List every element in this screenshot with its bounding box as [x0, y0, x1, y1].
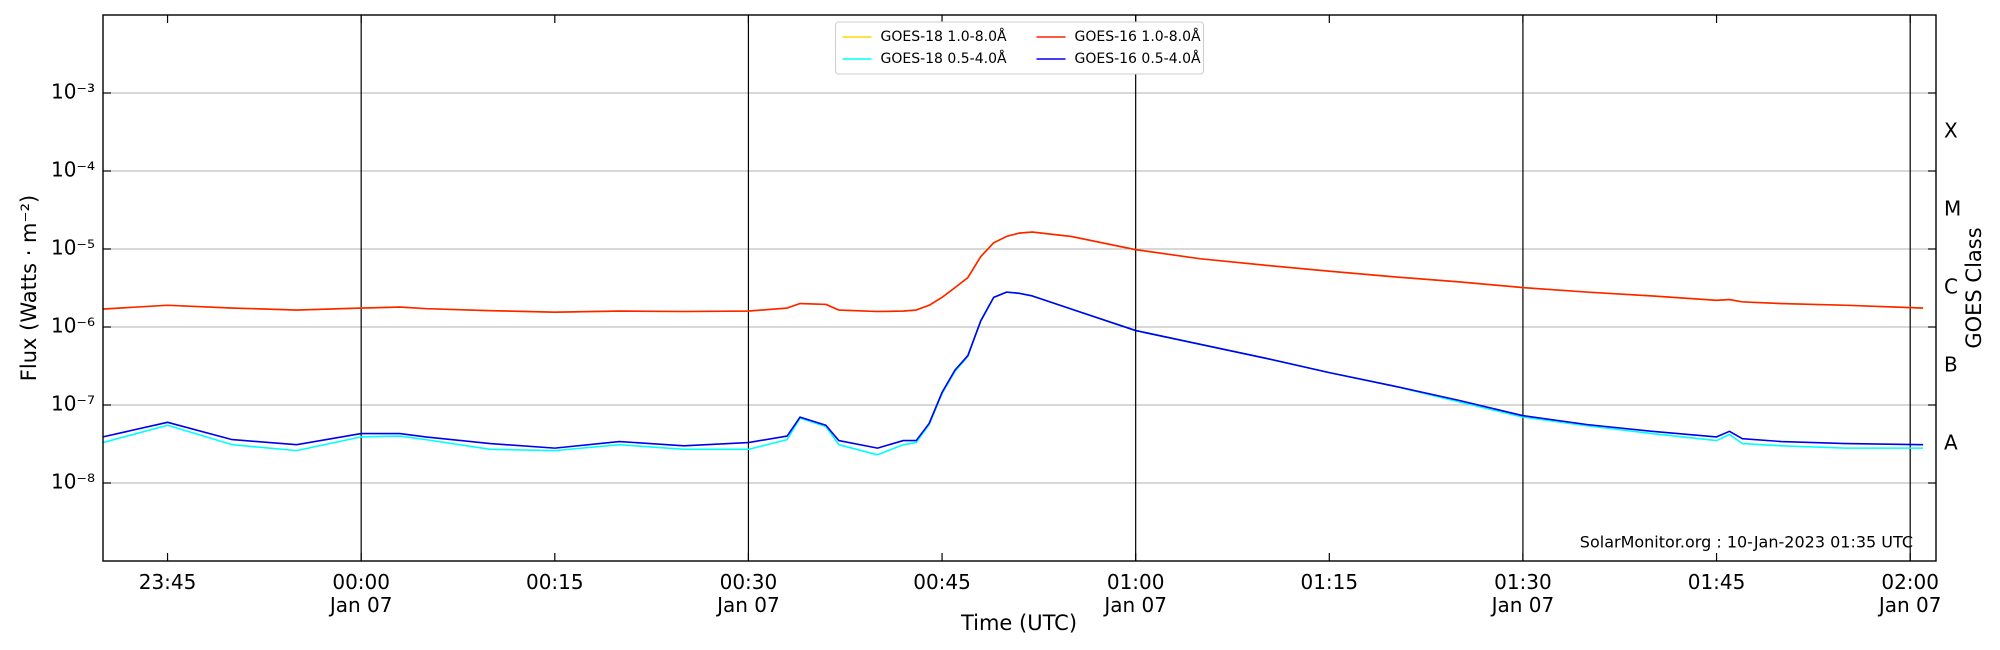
x-tick-label: 00:30 Jan 07	[715, 570, 780, 617]
y2-tick-label: X	[1944, 119, 1958, 143]
y2-tick-label: M	[1944, 197, 1961, 221]
legend: GOES-18 1.0-8.0Å GOES-18 0.5-4.0Å GOES-16 …	[835, 21, 1204, 75]
x-tick-label: 00:15	[526, 570, 584, 594]
x-tick-label: 01:00 Jan 07	[1102, 570, 1167, 617]
x-tick-label: 01:15	[1300, 570, 1358, 594]
y2-tick-label: A	[1944, 431, 1958, 455]
y-tick-label: 10⁻⁵	[51, 236, 95, 260]
x-tick-label: 23:45	[139, 570, 197, 594]
y-tick-label: 10⁻⁷	[51, 392, 95, 416]
y-tick-label: 10⁻³	[51, 80, 95, 104]
series-line	[102, 231, 1924, 313]
y2-tick-label: C	[1944, 275, 1958, 299]
y2-axis-label: GOES Class	[1962, 227, 1986, 348]
y2-tick-label: B	[1944, 353, 1958, 377]
legend-label: GOES-18 0.5-4.0Å	[881, 50, 1007, 67]
annotation: SolarMonitor.org : 10-Jan-2023 01:35 UTC	[1580, 533, 1913, 552]
legend-label: GOES-18 1.0-8.0Å	[881, 28, 1007, 45]
y-tick-label: 10⁻⁸	[51, 470, 95, 494]
series-line	[102, 291, 1924, 449]
y-axis-label: Flux (Watts · m⁻²)	[17, 195, 41, 381]
x-tick-label: 00:45	[913, 570, 971, 594]
legend-box	[835, 21, 1204, 75]
x-tick-label: 01:45	[1688, 570, 1746, 594]
x-axis-label: Time (UTC)	[960, 611, 1077, 635]
plot-frame	[102, 14, 1937, 562]
x-tick-label: 01:30 Jan 07	[1490, 570, 1555, 617]
x-tick-label: 00:00 Jan 07	[328, 570, 393, 617]
legend-label: GOES-16 0.5-4.0Å	[1075, 50, 1201, 67]
x-tick-label: 02:00 Jan 07	[1877, 570, 1942, 617]
y-tick-label: 10⁻⁴	[51, 158, 95, 182]
legend-label: GOES-16 1.0-8.0Å	[1075, 28, 1201, 45]
y-tick-label: 10⁻⁶	[51, 314, 95, 338]
series-line	[102, 231, 1924, 313]
